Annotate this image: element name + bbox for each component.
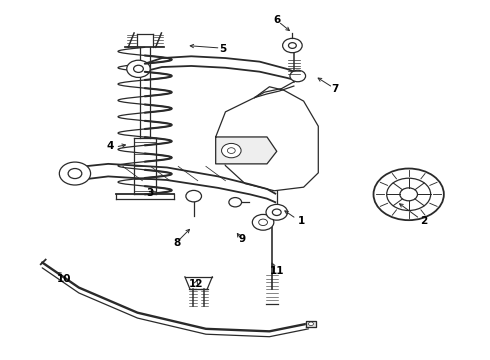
Text: 4: 4 — [107, 141, 114, 151]
Text: 10: 10 — [57, 274, 72, 284]
Circle shape — [127, 60, 150, 77]
Polygon shape — [306, 320, 316, 327]
Text: 2: 2 — [420, 216, 427, 226]
Circle shape — [252, 215, 274, 230]
Text: 9: 9 — [239, 234, 246, 244]
Text: 5: 5 — [220, 44, 227, 54]
Polygon shape — [216, 137, 277, 164]
Text: 6: 6 — [273, 15, 280, 26]
Circle shape — [229, 198, 242, 207]
Circle shape — [373, 168, 444, 220]
Circle shape — [221, 143, 241, 158]
Text: 3: 3 — [146, 188, 153, 198]
Circle shape — [186, 190, 201, 202]
Text: 11: 11 — [270, 266, 284, 276]
Polygon shape — [216, 87, 318, 191]
Text: 12: 12 — [189, 279, 203, 289]
Circle shape — [290, 70, 306, 82]
Text: 8: 8 — [173, 238, 180, 248]
Circle shape — [266, 204, 288, 220]
Circle shape — [283, 39, 302, 53]
Text: 7: 7 — [332, 84, 339, 94]
Polygon shape — [74, 164, 275, 202]
Polygon shape — [140, 56, 296, 80]
Text: 1: 1 — [297, 216, 305, 226]
Circle shape — [309, 322, 314, 325]
Circle shape — [59, 162, 91, 185]
